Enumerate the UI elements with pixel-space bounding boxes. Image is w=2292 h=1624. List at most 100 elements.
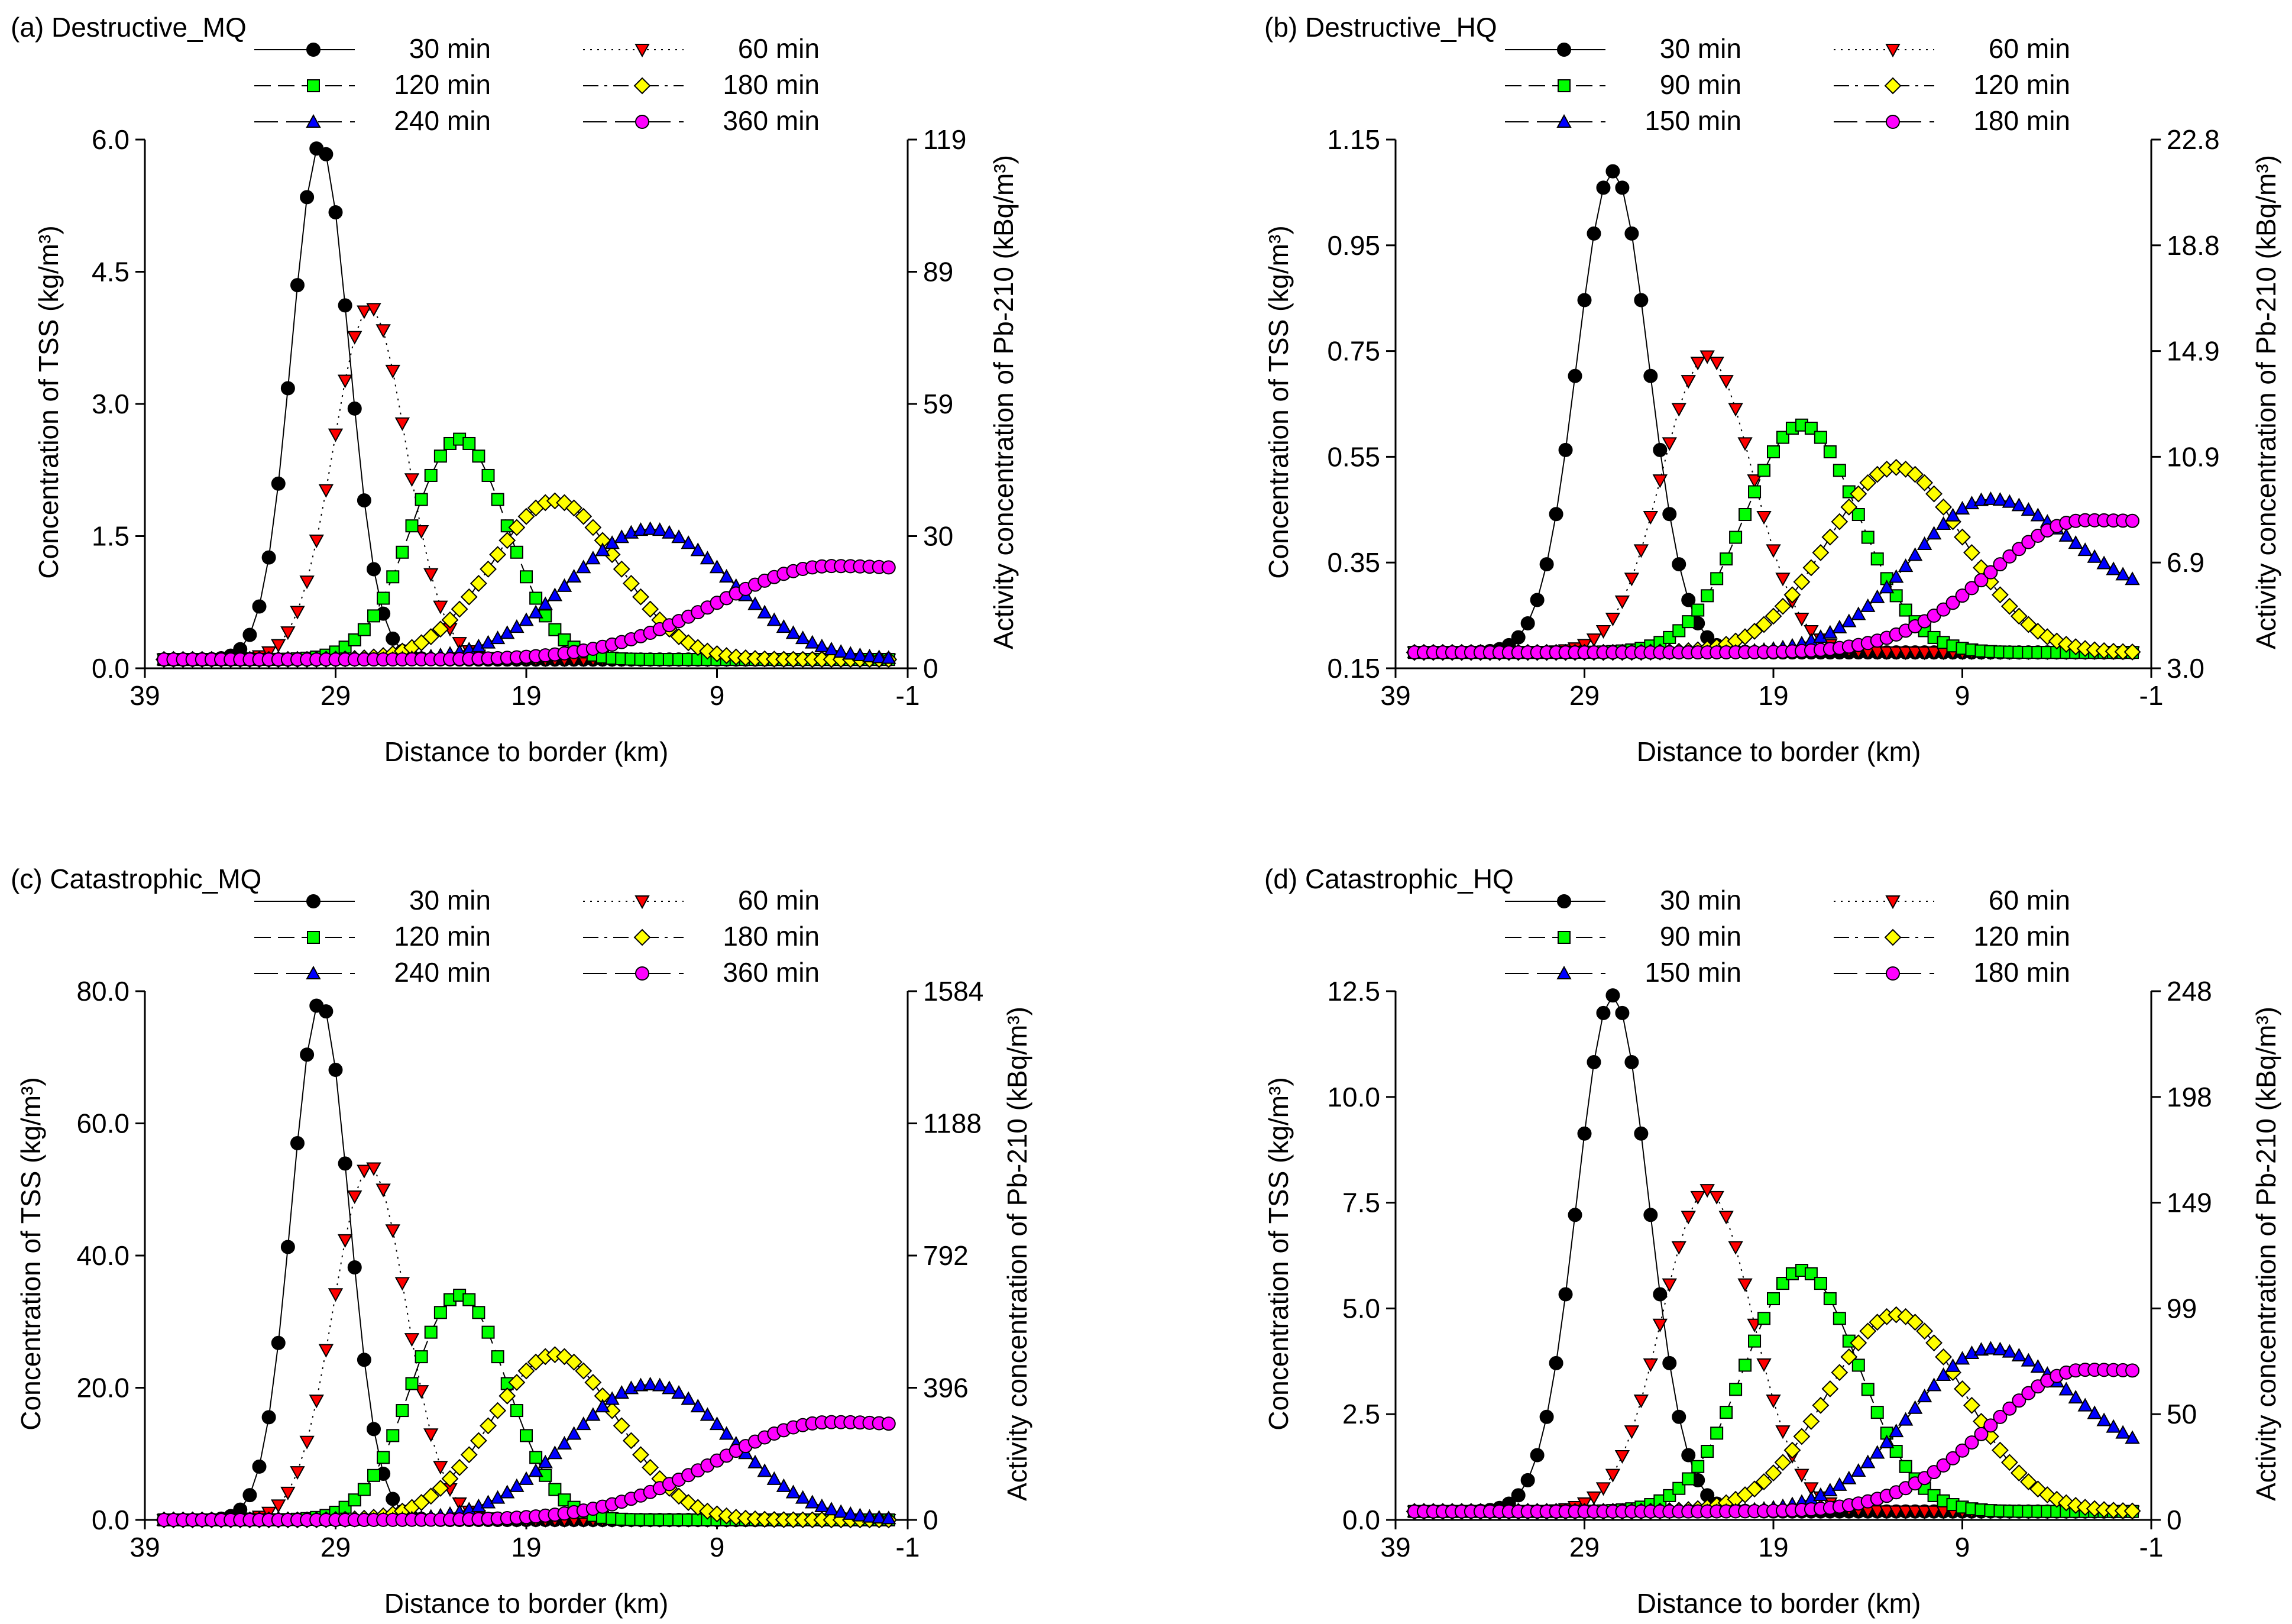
panel-d: (d) Catastrophic_HQ Distance to border (… [1263, 863, 2281, 1619]
data-point [1757, 1312, 1771, 1325]
x-tick-label: 29 [321, 1532, 351, 1562]
data-point [585, 551, 601, 565]
data-point [337, 1234, 353, 1248]
data-point [357, 623, 371, 636]
data-point [1917, 646, 1932, 661]
data-point [1840, 1348, 1858, 1366]
data-point [757, 1463, 772, 1477]
legend-entry: 90 min [1505, 69, 1741, 100]
data-point [396, 545, 409, 559]
data-point [1935, 1348, 1952, 1366]
data-point [718, 1426, 734, 1440]
legend-entry: 180 min [583, 921, 820, 952]
legend-marker [1886, 966, 1900, 981]
legend-label: 360 min [723, 105, 820, 136]
data-point [1974, 1426, 1989, 1441]
legend-label: 120 min [394, 69, 491, 100]
data-point [422, 628, 440, 645]
data-point [1993, 557, 2008, 572]
data-point [1624, 1055, 1639, 1070]
data-point [1992, 492, 2008, 506]
data-point [1888, 1505, 1904, 1519]
legend-entry: 120 min [254, 69, 491, 100]
data-point [386, 570, 400, 584]
data-point [1681, 375, 1696, 389]
data-point [1993, 1409, 2008, 1424]
data-point [595, 1399, 610, 1413]
data-point [690, 1399, 705, 1413]
data-point [2068, 535, 2083, 549]
series-30-min [1407, 164, 2140, 660]
data-point [1587, 1055, 1601, 1070]
data-point [2077, 1397, 2093, 1412]
legend-entry: 180 min [1834, 105, 2070, 136]
data-point [367, 562, 381, 577]
data-point [1718, 1211, 1734, 1225]
legend-label: 180 min [1973, 957, 2070, 988]
legend-label: 240 min [394, 105, 491, 136]
y-tick-label: 0.95 [1327, 230, 1380, 261]
legend-marker [306, 43, 321, 57]
data-point [1558, 442, 1573, 457]
data-point [1850, 1334, 1867, 1352]
data-point [433, 1461, 448, 1475]
data-point [1823, 445, 1837, 458]
data-point [805, 635, 820, 649]
data-point [2010, 1464, 2028, 1481]
data-point [2106, 1419, 2121, 1433]
data-point [1907, 547, 1923, 561]
data-point [2019, 1473, 2037, 1490]
data-point [843, 1506, 858, 1520]
panel-c: (c) Catastrophic_MQ Distance to border (… [11, 863, 1032, 1619]
x-tick-label: 29 [1569, 1532, 1600, 1562]
data-point [1615, 180, 1630, 195]
data-point [1991, 1441, 2009, 1459]
data-point [385, 1224, 400, 1238]
data-point [1775, 1425, 1791, 1439]
data-point [377, 591, 390, 605]
data-point [538, 596, 553, 610]
y2-tick-label: 198 [2167, 1082, 2212, 1112]
data-point [432, 1480, 449, 1497]
data-point [1766, 544, 1781, 558]
data-point [871, 1510, 887, 1524]
legend-marker [1884, 929, 1902, 946]
data-point [1916, 1322, 1934, 1340]
series-line [1414, 498, 2133, 654]
legend-label: 60 min [1989, 885, 2070, 915]
data-point [1888, 1424, 1904, 1438]
data-point [1804, 625, 1819, 639]
y-tick-label: 80.0 [76, 976, 130, 1007]
data-point [1804, 1267, 1818, 1280]
data-point [1917, 1505, 1932, 1519]
data-point [1821, 1380, 1839, 1397]
data-point [1643, 368, 1658, 383]
y-tick-label: 40.0 [76, 1240, 130, 1271]
data-point [1945, 1358, 1961, 1372]
data-point [1861, 530, 1875, 544]
data-point [584, 1374, 602, 1391]
data-point [451, 1458, 468, 1476]
data-point [1898, 1505, 1914, 1519]
data-point [1701, 589, 1714, 603]
data-point [1718, 375, 1734, 389]
y2-tick-label: 396 [923, 1373, 969, 1403]
y-tick-label: 1.15 [1327, 124, 1380, 155]
data-point [566, 568, 582, 583]
data-point [2058, 528, 2074, 542]
data-point [424, 468, 438, 482]
data-point [613, 560, 630, 578]
data-point [1983, 1341, 1999, 1355]
data-point [565, 499, 583, 517]
data-point [290, 1135, 305, 1150]
data-point [575, 507, 593, 525]
data-point [510, 1404, 523, 1418]
data-point [1916, 474, 1934, 491]
data-point [529, 1451, 543, 1464]
data-point [2087, 549, 2102, 563]
data-point [452, 637, 467, 651]
legend-label: 30 min [1660, 885, 1741, 915]
data-point [671, 529, 687, 544]
data-point [1757, 464, 1771, 477]
y-tick-label: 0.55 [1327, 441, 1380, 472]
